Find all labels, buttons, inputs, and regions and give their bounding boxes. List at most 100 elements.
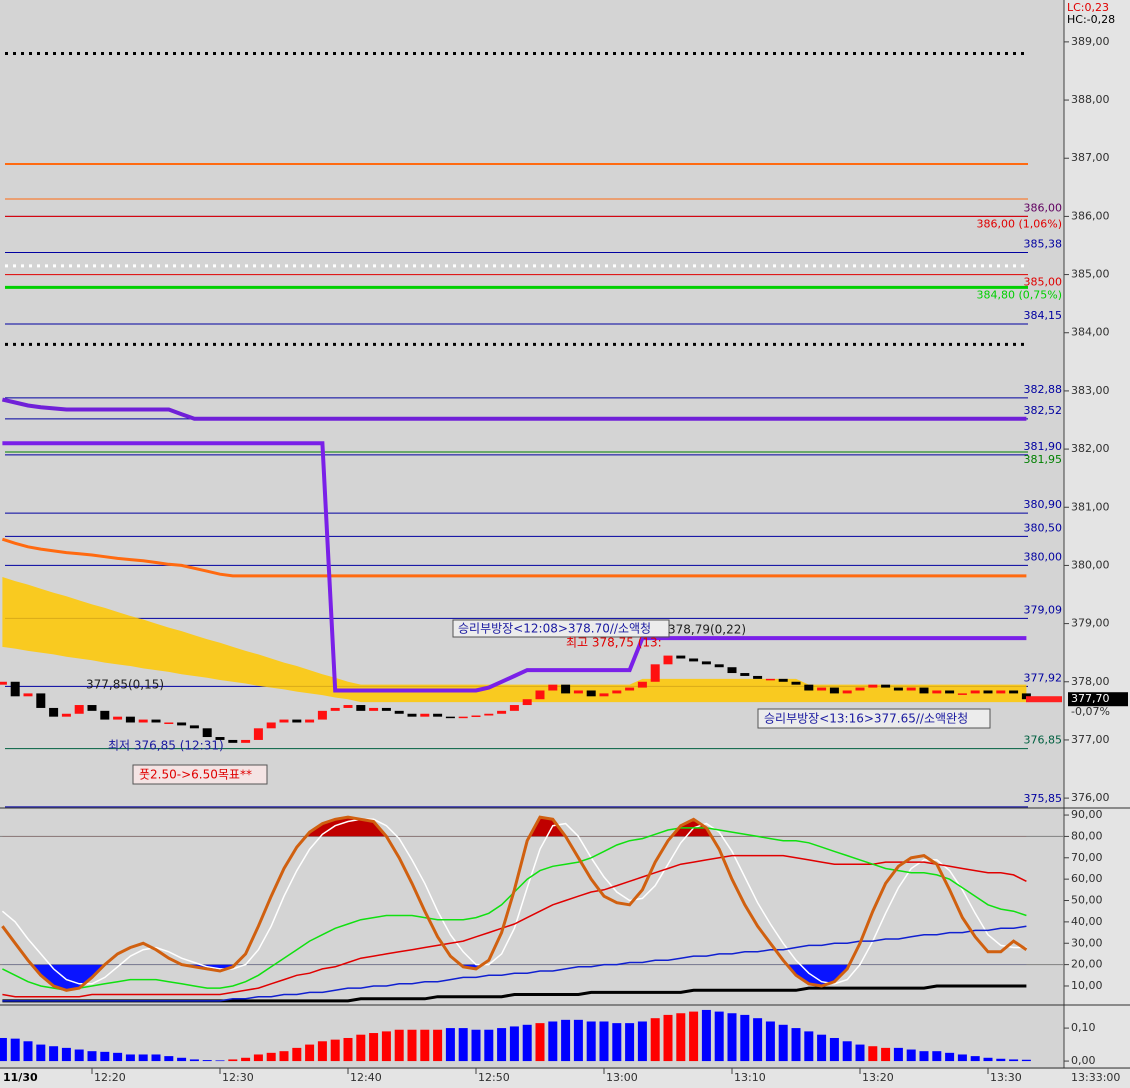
volume-bar bbox=[356, 1034, 366, 1062]
volume-bar bbox=[458, 1028, 468, 1062]
target-note: 풋2.50->6.50목표** bbox=[139, 768, 252, 782]
volume-bar bbox=[740, 1014, 750, 1062]
volume-bar bbox=[177, 1057, 187, 1062]
volume-bar bbox=[87, 1051, 97, 1062]
volume-bar bbox=[100, 1051, 110, 1062]
y-tick-label: 10,00 bbox=[1071, 979, 1103, 992]
level-label: 380,00 bbox=[1024, 550, 1063, 563]
volume-bar bbox=[561, 1019, 571, 1062]
candle bbox=[727, 667, 737, 674]
hc-value: HC:-0,28 bbox=[1067, 13, 1115, 26]
level-label: 385,00 bbox=[1024, 276, 1063, 289]
indicator-line bbox=[2, 925, 1027, 1002]
overlay-line bbox=[1, 397, 1027, 421]
y-tick-label: 382,00 bbox=[1071, 442, 1110, 455]
candle bbox=[228, 739, 238, 743]
last-price-box bbox=[1068, 692, 1128, 707]
level-label: 385,38 bbox=[1024, 237, 1063, 250]
candle bbox=[765, 678, 775, 681]
low-change: 377,85(0,15) bbox=[86, 678, 164, 692]
candle bbox=[740, 673, 750, 676]
volume-bar bbox=[317, 1041, 327, 1062]
volume-bar bbox=[279, 1051, 289, 1062]
candle bbox=[676, 655, 686, 659]
level-label: 380,50 bbox=[1024, 521, 1063, 534]
candle bbox=[561, 684, 571, 694]
candle bbox=[497, 710, 507, 714]
signal-note: 승리부방장<13:16>377.65//소액완청 bbox=[764, 712, 968, 726]
level-label: 386,00 (1,06%) bbox=[976, 217, 1062, 230]
volume-bar bbox=[61, 1047, 71, 1062]
volume-bar bbox=[1021, 1059, 1031, 1062]
candle bbox=[586, 690, 596, 697]
volume-bar bbox=[1009, 1059, 1019, 1062]
x-tick-label: 12:30 bbox=[222, 1071, 254, 1084]
candle bbox=[714, 664, 724, 668]
volume-bar bbox=[535, 1023, 545, 1062]
x-tick-label: 13:20 bbox=[862, 1071, 894, 1084]
indicator-line bbox=[2, 854, 1027, 998]
candle bbox=[125, 716, 135, 723]
volume-bar bbox=[599, 1021, 609, 1062]
candle bbox=[689, 658, 699, 662]
y-tick-label: 386,00 bbox=[1071, 209, 1110, 222]
volume-bar bbox=[497, 1028, 507, 1062]
x-tick-label: 12:40 bbox=[350, 1071, 382, 1084]
candle bbox=[804, 684, 814, 691]
volume-bar bbox=[484, 1029, 494, 1062]
candle bbox=[36, 693, 46, 708]
candle bbox=[612, 690, 622, 694]
y-tick-label: 40,00 bbox=[1071, 915, 1103, 928]
volume-bar bbox=[676, 1013, 686, 1062]
candle bbox=[49, 707, 59, 717]
signal-note: 승리부방장<12:08>378.70//소액청 bbox=[458, 622, 651, 636]
candle bbox=[74, 705, 84, 714]
volume-bar bbox=[189, 1059, 199, 1062]
volume-bar bbox=[522, 1024, 532, 1062]
candle bbox=[637, 681, 647, 688]
candle bbox=[381, 707, 391, 711]
y-tick-label: 90,00 bbox=[1071, 808, 1103, 821]
volume-bar bbox=[983, 1057, 993, 1062]
level-label: 386,00 bbox=[1024, 201, 1063, 214]
candle bbox=[164, 722, 174, 724]
candle bbox=[829, 687, 839, 694]
volume-bar bbox=[650, 1018, 660, 1062]
candle bbox=[202, 728, 212, 738]
y-tick-label: 50,00 bbox=[1071, 894, 1103, 907]
signal-box bbox=[757, 708, 991, 729]
volume-bar bbox=[714, 1011, 724, 1062]
indicator-line bbox=[1, 815, 1028, 992]
candle bbox=[1009, 690, 1019, 694]
level-label: 375,85 bbox=[1024, 792, 1063, 805]
candle bbox=[420, 713, 430, 717]
candle bbox=[791, 681, 801, 685]
candle bbox=[369, 707, 379, 711]
volume-bar bbox=[151, 1054, 161, 1062]
candle bbox=[445, 716, 455, 719]
volume-bar bbox=[138, 1054, 148, 1062]
y-tick-label: 70,00 bbox=[1071, 851, 1103, 864]
volume-bar bbox=[369, 1033, 379, 1062]
candle bbox=[458, 716, 468, 719]
level-label: 376,85 bbox=[1024, 734, 1063, 747]
volume-bar bbox=[215, 1060, 225, 1062]
candle bbox=[893, 687, 903, 691]
volume-bar bbox=[881, 1047, 891, 1062]
level-label: 382,52 bbox=[1024, 404, 1063, 417]
volume-bar bbox=[266, 1052, 276, 1062]
volume-bar bbox=[74, 1049, 84, 1062]
y-tick-label: 384,00 bbox=[1071, 326, 1110, 339]
volume-bar bbox=[919, 1051, 929, 1062]
volume-bar bbox=[305, 1044, 315, 1062]
current-time: 13:33:00 bbox=[1071, 1071, 1120, 1084]
candle bbox=[138, 719, 148, 723]
y-tick-label: 380,00 bbox=[1071, 558, 1110, 571]
level-label: 379,09 bbox=[1024, 603, 1063, 616]
candle bbox=[522, 699, 532, 706]
candle bbox=[625, 687, 635, 691]
lc-value: LC:0,23 bbox=[1067, 1, 1109, 14]
